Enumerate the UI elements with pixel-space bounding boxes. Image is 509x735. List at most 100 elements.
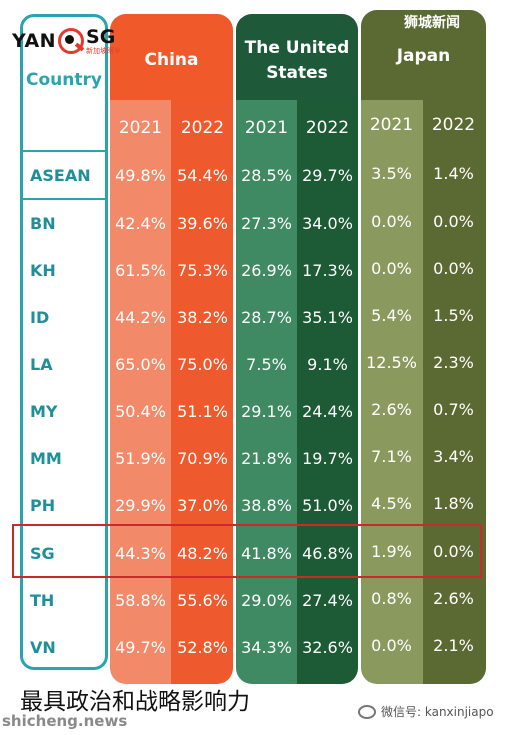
china-header-bg — [110, 14, 233, 102]
country-cell: KH — [30, 261, 56, 280]
us-value-cell: 24.4% — [302, 402, 353, 421]
china-value-cell: 44.3% — [115, 544, 166, 563]
china-year-2022: 2022 — [180, 118, 225, 138]
china-value-cell: 55.6% — [177, 591, 228, 610]
us-value-cell: 32.6% — [302, 638, 353, 657]
country-header-label: Country — [26, 70, 102, 90]
logo-text-sg: SG — [86, 25, 116, 48]
asean-divider — [23, 198, 108, 200]
yansg-logo: YAN SG 新加坡眼® — [12, 26, 121, 56]
country-cell: ID — [30, 308, 50, 327]
us-value-cell: 34.0% — [302, 214, 353, 233]
us-value-cell: 21.8% — [241, 449, 292, 468]
japan-value-cell: 0.0% — [433, 542, 474, 561]
japan-value-cell: 0.0% — [433, 212, 474, 231]
country-cell: BN — [30, 214, 56, 233]
japan-2021-column-bg — [361, 100, 423, 684]
japan-value-cell: 1.8% — [433, 494, 474, 513]
us-header-bg — [236, 14, 358, 102]
japan-value-cell: 7.1% — [371, 447, 412, 466]
caption: 最具政治和战略影响力 — [20, 689, 250, 715]
japan-value-cell: 1.4% — [433, 164, 474, 183]
japan-title: Japan — [396, 46, 451, 66]
country-cell: LA — [30, 355, 53, 374]
us-value-cell: 46.8% — [302, 544, 353, 563]
us-value-cell: 41.8% — [241, 544, 292, 563]
us-2022-column-bg — [297, 100, 358, 684]
japan-value-cell: 2.1% — [433, 636, 474, 655]
us-value-cell: 28.5% — [241, 166, 292, 185]
wechat-icon — [358, 704, 376, 719]
china-value-cell: 75.3% — [177, 261, 228, 280]
japan-value-cell: 1.5% — [433, 306, 474, 325]
watermark-top: 狮城新闻 — [404, 15, 460, 31]
china-value-cell: 70.9% — [177, 449, 228, 468]
china-value-cell: 65.0% — [115, 355, 166, 374]
japan-value-cell: 3.5% — [371, 164, 412, 183]
country-cell: MM — [30, 449, 62, 468]
country-cell: VN — [30, 638, 56, 657]
us-value-cell: 38.8% — [241, 496, 292, 515]
country-cell: ASEAN — [30, 166, 91, 185]
us-title-line1: The United — [244, 38, 350, 58]
japan-value-cell: 0.0% — [371, 259, 412, 278]
wechat-id-text: 微信号: kanxinjiapo — [381, 705, 494, 719]
china-year-2021: 2021 — [118, 118, 163, 138]
japan-value-cell: 0.7% — [433, 400, 474, 419]
sg-row-highlight — [12, 524, 482, 578]
us-value-cell: 29.1% — [241, 402, 292, 421]
us-2021-column-bg — [236, 100, 297, 684]
china-value-cell: 54.4% — [177, 166, 228, 185]
country-header-divider — [23, 150, 108, 152]
country-cell: MY — [30, 402, 58, 421]
china-title: China — [144, 50, 199, 70]
us-value-cell: 27.3% — [241, 214, 292, 233]
china-value-cell: 58.8% — [115, 591, 166, 610]
us-value-cell: 7.5% — [246, 355, 287, 374]
us-title-line2: States — [266, 63, 328, 83]
country-cell: PH — [30, 496, 56, 515]
us-year-2021: 2021 — [244, 118, 289, 138]
china-value-cell: 42.4% — [115, 214, 166, 233]
japan-header-bg — [361, 10, 486, 102]
us-value-cell: 9.1% — [307, 355, 348, 374]
china-2021-column-bg — [110, 100, 171, 684]
logo-text-yan: YAN — [12, 30, 57, 52]
japan-value-cell: 0.0% — [433, 259, 474, 278]
china-value-cell: 61.5% — [115, 261, 166, 280]
japan-value-cell: 2.6% — [371, 400, 412, 419]
us-value-cell: 27.4% — [302, 591, 353, 610]
us-value-cell: 35.1% — [302, 308, 353, 327]
china-value-cell: 49.8% — [115, 166, 166, 185]
japan-value-cell: 3.4% — [433, 447, 474, 466]
watermark-bottom-right: 微信号: kanxinjiapo — [358, 703, 494, 720]
china-value-cell: 51.1% — [177, 402, 228, 421]
us-value-cell: 29.7% — [302, 166, 353, 185]
us-value-cell: 28.7% — [241, 308, 292, 327]
logo-subtitle: 新加坡眼® — [86, 46, 122, 55]
japan-value-cell: 0.8% — [371, 589, 412, 608]
us-value-cell: 34.3% — [241, 638, 292, 657]
country-cell: SG — [30, 544, 55, 563]
china-2022-column-bg — [171, 100, 233, 684]
magnifier-icon — [57, 27, 85, 55]
china-value-cell: 49.7% — [115, 638, 166, 657]
china-value-cell: 38.2% — [177, 308, 228, 327]
japan-value-cell: 2.6% — [433, 589, 474, 608]
country-cell: TH — [30, 591, 55, 610]
watermark-bottom-left: shicheng.news — [2, 712, 128, 730]
china-value-cell: 29.9% — [115, 496, 166, 515]
japan-value-cell: 12.5% — [366, 353, 417, 372]
us-value-cell: 19.7% — [302, 449, 353, 468]
japan-value-cell: 5.4% — [371, 306, 412, 325]
japan-year-2021: 2021 — [369, 115, 414, 135]
japan-value-cell: 4.5% — [371, 494, 412, 513]
japan-value-cell: 2.3% — [433, 353, 474, 372]
japan-value-cell: 0.0% — [371, 212, 412, 231]
china-value-cell: 39.6% — [177, 214, 228, 233]
country-column-frame — [20, 14, 108, 670]
japan-value-cell: 1.9% — [371, 542, 412, 561]
us-year-2022: 2022 — [305, 118, 350, 138]
china-value-cell: 48.2% — [177, 544, 228, 563]
china-value-cell: 50.4% — [115, 402, 166, 421]
